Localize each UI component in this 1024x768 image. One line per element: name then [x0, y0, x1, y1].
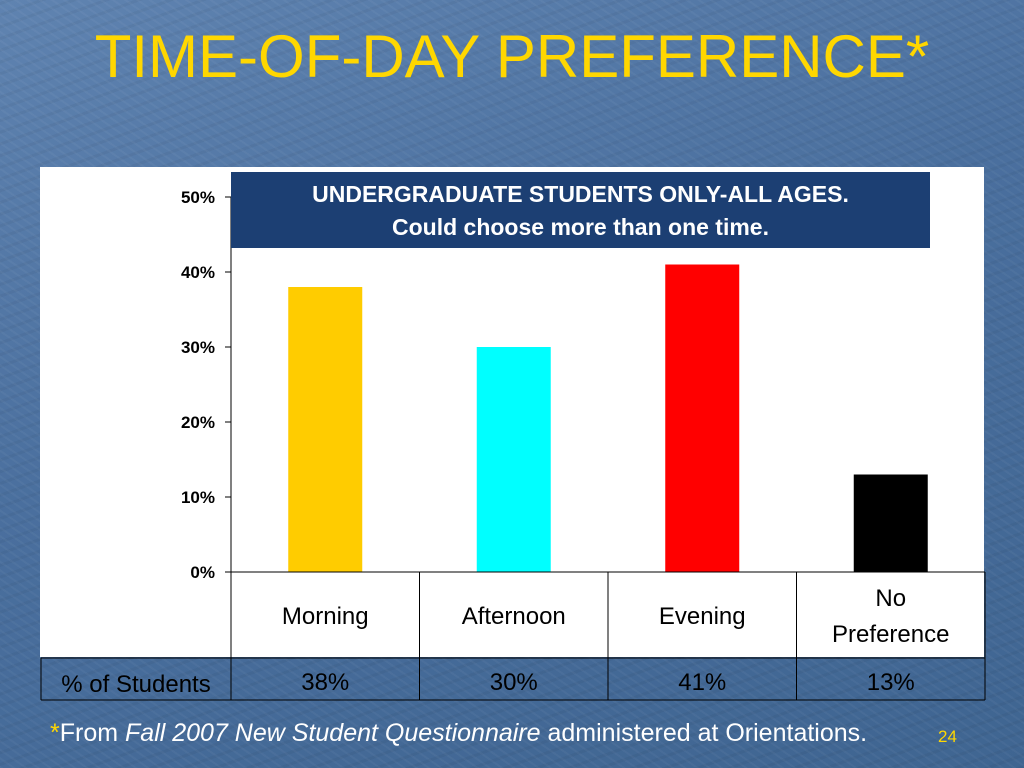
- category-label: Evening: [659, 603, 746, 630]
- data-label: 41%: [678, 669, 726, 696]
- y-tick-label: 20%: [181, 413, 215, 432]
- banner-line-1: UNDERGRADUATE STUDENTS ONLY-ALL AGES.: [312, 181, 849, 207]
- data-label: 30%: [490, 669, 538, 696]
- y-tick-label: 0%: [190, 563, 215, 582]
- bar-2: [476, 347, 551, 572]
- data-label: 38%: [301, 669, 349, 696]
- y-tick-label: 40%: [181, 263, 215, 282]
- category-label: Preference: [832, 621, 949, 648]
- bar-3: [665, 264, 740, 572]
- bar-1: [288, 287, 363, 572]
- slide-title: TIME-OF-DAY PREFERENCE*: [94, 23, 930, 90]
- chart-note-banner: UNDERGRADUATE STUDENTS ONLY-ALL AGES. Co…: [231, 172, 930, 248]
- category-label: Afternoon: [462, 603, 566, 630]
- bar-4: [853, 474, 928, 572]
- footnote-from: From: [59, 719, 126, 747]
- y-tick-label: 10%: [181, 488, 215, 507]
- y-tick-label: 30%: [181, 338, 215, 357]
- category-label: Morning: [282, 603, 369, 630]
- footnote-source: Fall 2007 New Student Questionnaire: [125, 719, 541, 747]
- category-label: No: [875, 585, 906, 612]
- footnote-star: *: [50, 719, 60, 747]
- page-number: 24: [938, 727, 957, 746]
- data-label: 13%: [867, 669, 915, 696]
- row-label: % of Students: [61, 671, 210, 698]
- footnote: *From Fall 2007 New Student Questionnair…: [50, 717, 1010, 749]
- banner-line-2: Could choose more than one time.: [392, 214, 769, 240]
- footnote-rest: administered at Orientations.: [540, 719, 868, 747]
- y-tick-label: 50%: [181, 188, 215, 207]
